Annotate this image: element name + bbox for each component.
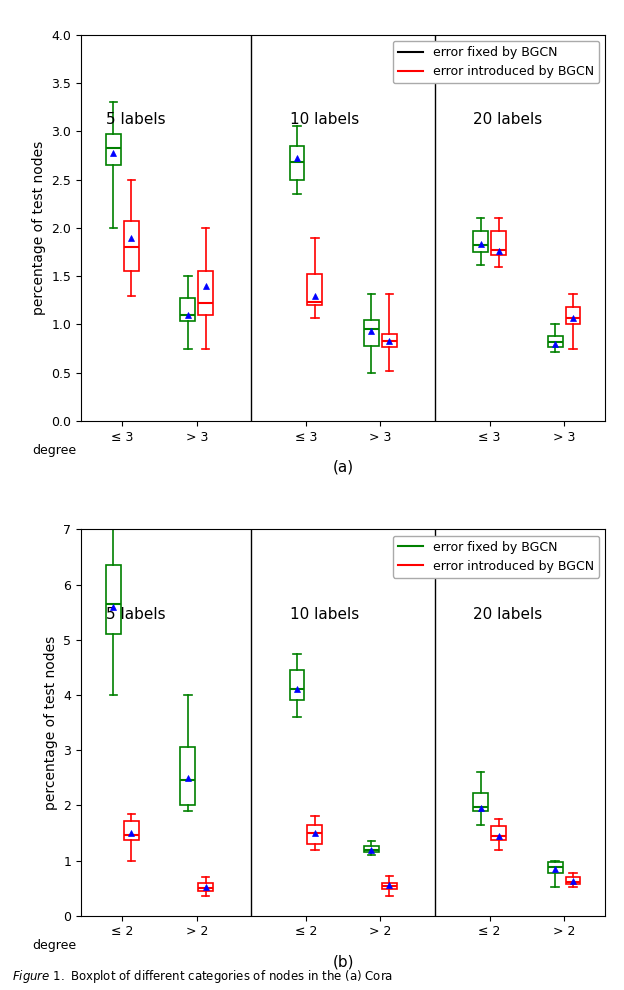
PathPatch shape: [180, 298, 195, 321]
PathPatch shape: [180, 747, 195, 805]
Y-axis label: percentage of test nodes: percentage of test nodes: [32, 141, 46, 315]
PathPatch shape: [106, 565, 121, 635]
Legend: error fixed by BGCN, error introduced by BGCN: error fixed by BGCN, error introduced by…: [393, 41, 599, 83]
Text: 20 labels: 20 labels: [473, 607, 542, 622]
PathPatch shape: [491, 827, 506, 840]
PathPatch shape: [308, 825, 323, 844]
Legend: error fixed by BGCN, error introduced by BGCN: error fixed by BGCN, error introduced by…: [393, 536, 599, 578]
Text: 5 labels: 5 labels: [106, 112, 165, 127]
PathPatch shape: [124, 821, 139, 840]
Text: 10 labels: 10 labels: [290, 607, 359, 622]
Text: (a): (a): [333, 459, 354, 475]
PathPatch shape: [382, 335, 397, 346]
Text: 5 labels: 5 labels: [106, 607, 165, 622]
Text: (b): (b): [333, 954, 354, 969]
Y-axis label: percentage of test nodes: percentage of test nodes: [44, 636, 58, 810]
PathPatch shape: [198, 883, 213, 891]
PathPatch shape: [473, 231, 488, 252]
PathPatch shape: [364, 845, 379, 852]
Text: $\it{Figure\ 1.}$ Boxplot of different categories of nodes in the (a) Cora: $\it{Figure\ 1.}$ Boxplot of different c…: [12, 968, 394, 985]
PathPatch shape: [124, 221, 139, 271]
PathPatch shape: [364, 320, 379, 346]
Text: 10 labels: 10 labels: [290, 112, 359, 127]
PathPatch shape: [290, 670, 305, 701]
PathPatch shape: [473, 793, 488, 811]
PathPatch shape: [198, 271, 213, 315]
PathPatch shape: [308, 274, 323, 305]
Text: degree: degree: [32, 939, 76, 952]
Text: 20 labels: 20 labels: [473, 112, 542, 127]
PathPatch shape: [565, 877, 580, 884]
PathPatch shape: [565, 307, 580, 325]
PathPatch shape: [290, 146, 305, 179]
PathPatch shape: [382, 883, 397, 889]
PathPatch shape: [548, 336, 563, 346]
PathPatch shape: [491, 231, 506, 254]
Text: degree: degree: [32, 445, 76, 457]
PathPatch shape: [106, 135, 121, 165]
PathPatch shape: [548, 861, 563, 873]
